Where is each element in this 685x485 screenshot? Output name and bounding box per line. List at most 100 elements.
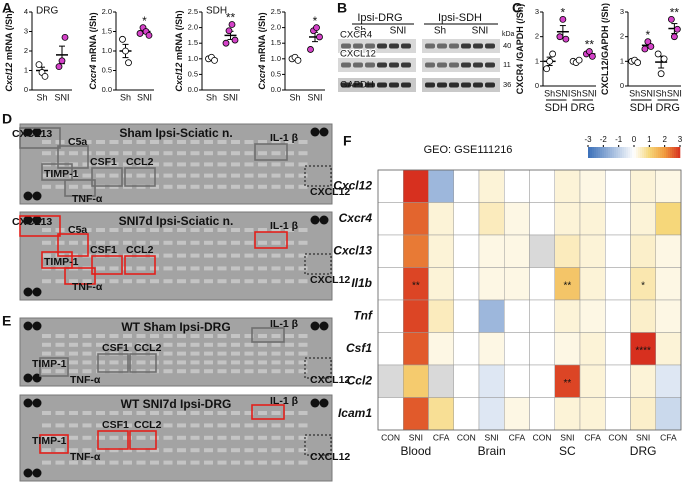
y-tick-label: 1.5 [271, 38, 281, 47]
array-spot [109, 423, 119, 428]
array-spot [271, 266, 281, 271]
reference-spot [23, 287, 33, 297]
array-spot [258, 369, 267, 374]
array-spot [258, 334, 267, 338]
heatmap-cell [478, 364, 505, 398]
array-spot [271, 184, 281, 189]
array-label: TIMP-1 [44, 256, 79, 268]
array-spot [123, 411, 132, 415]
colorbar-segment [612, 147, 615, 158]
reference-spot [32, 468, 42, 478]
array-label: CSF1 [102, 419, 129, 431]
data-point [543, 65, 551, 73]
array-label: CXCL13 [12, 128, 52, 140]
array-spot [82, 240, 92, 245]
array-spot [258, 342, 267, 347]
colorbar-segment [594, 147, 597, 158]
group-label: DRG [630, 444, 657, 458]
array-spot [109, 435, 119, 440]
colorbar-segment [628, 147, 631, 158]
heatmap-cell [529, 299, 555, 333]
array-spot [258, 435, 267, 440]
array-spot [231, 369, 240, 374]
heatmap-cell [478, 202, 505, 236]
y-tick-label: 2.5 [271, 7, 281, 16]
array-spot [177, 162, 186, 167]
array-spot [177, 240, 186, 245]
array-spot [136, 334, 146, 338]
array-spot [298, 240, 308, 245]
array-spot [163, 173, 173, 178]
heatmap-cell [478, 332, 505, 366]
data-point [546, 57, 554, 65]
x-tick-label: SNI [582, 88, 597, 98]
array-spot [258, 460, 267, 465]
colorbar-segment [654, 147, 657, 158]
array-spot [271, 351, 281, 356]
y-tick-label: 3 [620, 7, 624, 16]
array-spot [271, 435, 281, 440]
heatmap-cell [453, 299, 480, 333]
y-axis-label: CXCR4 /GAPDH (/Sh) [515, 4, 525, 95]
array-spot [298, 360, 308, 365]
array-spot [150, 460, 159, 465]
array-spot [123, 448, 132, 453]
array-spot [271, 448, 281, 453]
column-label: SNI [636, 432, 650, 442]
array-spot [123, 184, 132, 189]
highlight-box [129, 430, 157, 450]
data-point [559, 15, 567, 23]
array-spot [150, 151, 159, 156]
heatmap-cell [630, 267, 656, 301]
array-spot [231, 184, 240, 189]
array-spot [82, 342, 92, 347]
array-spot [96, 228, 105, 232]
heatmap-cell [478, 169, 505, 203]
heatmap-cell [478, 234, 505, 268]
colorbar-segment [670, 147, 673, 158]
y-tick-label: 4 [24, 7, 28, 16]
row-label: Ccl2 [347, 373, 373, 387]
array-spot [163, 253, 173, 258]
colorbar-segment [600, 147, 603, 158]
y-tick-label: 0 [24, 85, 28, 94]
column-label: CFA [660, 432, 677, 442]
highlight-box [39, 434, 69, 454]
x-tick-label: Sh [629, 88, 640, 98]
heatmap-cell [579, 234, 606, 268]
heatmap-cell [529, 332, 555, 366]
array-spot [96, 460, 105, 465]
array-spot [217, 435, 227, 440]
heatmap-cell [655, 332, 682, 366]
colorbar-segment [598, 147, 601, 158]
reference-spot [32, 191, 42, 201]
highlight-box [57, 233, 89, 257]
y-axis-label: Cxcl12 mRNA (/Sh) [174, 10, 184, 91]
array-spot [217, 351, 227, 356]
y-label-text: mRNA (/Sh) [88, 12, 98, 62]
array-spot [271, 228, 281, 232]
blot-band [377, 43, 387, 49]
y-tick-label: 1 [24, 65, 28, 74]
heatmap-cell [403, 267, 429, 301]
x-tick-label: SNI [640, 88, 655, 98]
heatmap-cell [377, 332, 404, 366]
array-spot [258, 228, 267, 232]
blot-band [437, 43, 447, 49]
array-spot [163, 140, 173, 144]
array-spot [69, 423, 78, 428]
reference-spot [32, 398, 42, 408]
significance: * [313, 14, 318, 28]
array-spot [190, 253, 200, 258]
colorbar-segment [596, 147, 599, 158]
heatmap-cell [504, 332, 530, 366]
heatmap-cell [478, 267, 505, 301]
array-spot [55, 435, 65, 440]
array-spot [136, 266, 146, 271]
colorbar-segment [588, 147, 591, 158]
blot-band [449, 82, 459, 88]
heatmap-cell [605, 332, 631, 366]
array-spot [177, 266, 186, 271]
array-spot [123, 334, 132, 338]
array-spot [55, 279, 65, 284]
